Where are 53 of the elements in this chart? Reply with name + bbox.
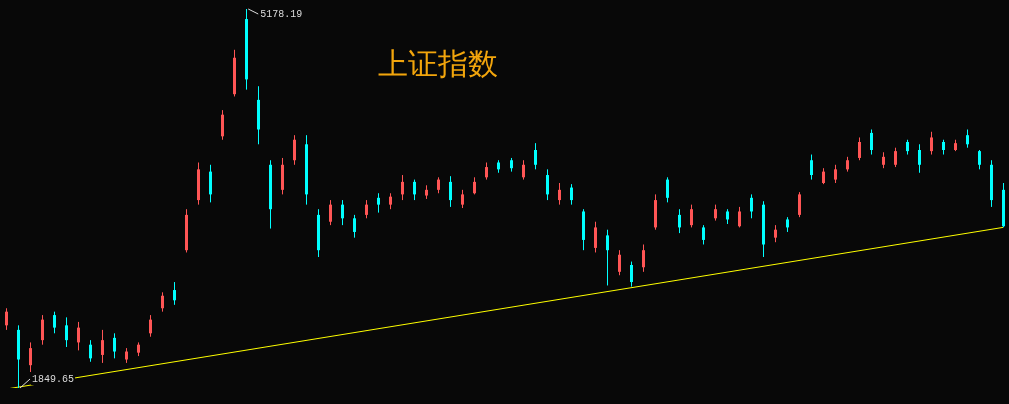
candlestick bbox=[461, 189, 464, 209]
candlestick bbox=[161, 291, 164, 313]
candlestick bbox=[606, 229, 609, 286]
candlestick bbox=[630, 261, 633, 288]
candlestick bbox=[570, 183, 573, 206]
candlestick bbox=[5, 307, 8, 331]
candlestick bbox=[810, 154, 813, 181]
candlestick bbox=[642, 243, 645, 273]
candlestick bbox=[870, 128, 873, 156]
candlestick bbox=[53, 311, 56, 334]
candlestick bbox=[329, 199, 332, 226]
candlestick bbox=[618, 249, 621, 276]
candlestick bbox=[930, 131, 933, 156]
candlestick bbox=[738, 206, 741, 228]
candlestick bbox=[365, 199, 368, 219]
candlestick bbox=[173, 281, 176, 306]
text: 上证指数 bbox=[378, 45, 498, 83]
candlestick bbox=[522, 159, 525, 181]
candlestick bbox=[690, 204, 693, 228]
annotation: 1849.65 bbox=[32, 373, 75, 385]
candlestick bbox=[750, 193, 753, 219]
candlestick bbox=[89, 339, 92, 363]
candlestick bbox=[858, 136, 861, 161]
candlestick bbox=[546, 168, 549, 201]
candlestick bbox=[966, 128, 969, 149]
candlestick bbox=[101, 329, 104, 364]
candlestick bbox=[798, 191, 801, 218]
candlestick bbox=[413, 179, 416, 201]
candlestick bbox=[149, 314, 152, 338]
candlestick bbox=[594, 221, 597, 253]
candlestick bbox=[534, 142, 537, 170]
candlestick bbox=[341, 199, 344, 226]
candlestick bbox=[401, 174, 404, 201]
candlestick bbox=[113, 332, 116, 359]
candlestick bbox=[558, 182, 561, 206]
candlestick bbox=[209, 164, 212, 203]
candlestick bbox=[377, 192, 380, 214]
candlestick bbox=[77, 321, 80, 351]
candlestick bbox=[702, 224, 705, 245]
candlestick bbox=[29, 341, 32, 373]
candlestick bbox=[353, 214, 356, 239]
candlestick bbox=[894, 147, 897, 168]
candlestick bbox=[678, 208, 681, 234]
candlestick bbox=[918, 143, 921, 174]
candlestick bbox=[834, 164, 837, 184]
candlestick bbox=[293, 134, 296, 166]
candlestick bbox=[449, 175, 452, 208]
candlestick bbox=[978, 149, 981, 170]
candlestick bbox=[221, 109, 224, 141]
candlestick bbox=[65, 316, 68, 348]
candlestick bbox=[666, 176, 669, 203]
annotation: 5178.19 bbox=[260, 8, 303, 20]
candlestick bbox=[41, 314, 44, 346]
